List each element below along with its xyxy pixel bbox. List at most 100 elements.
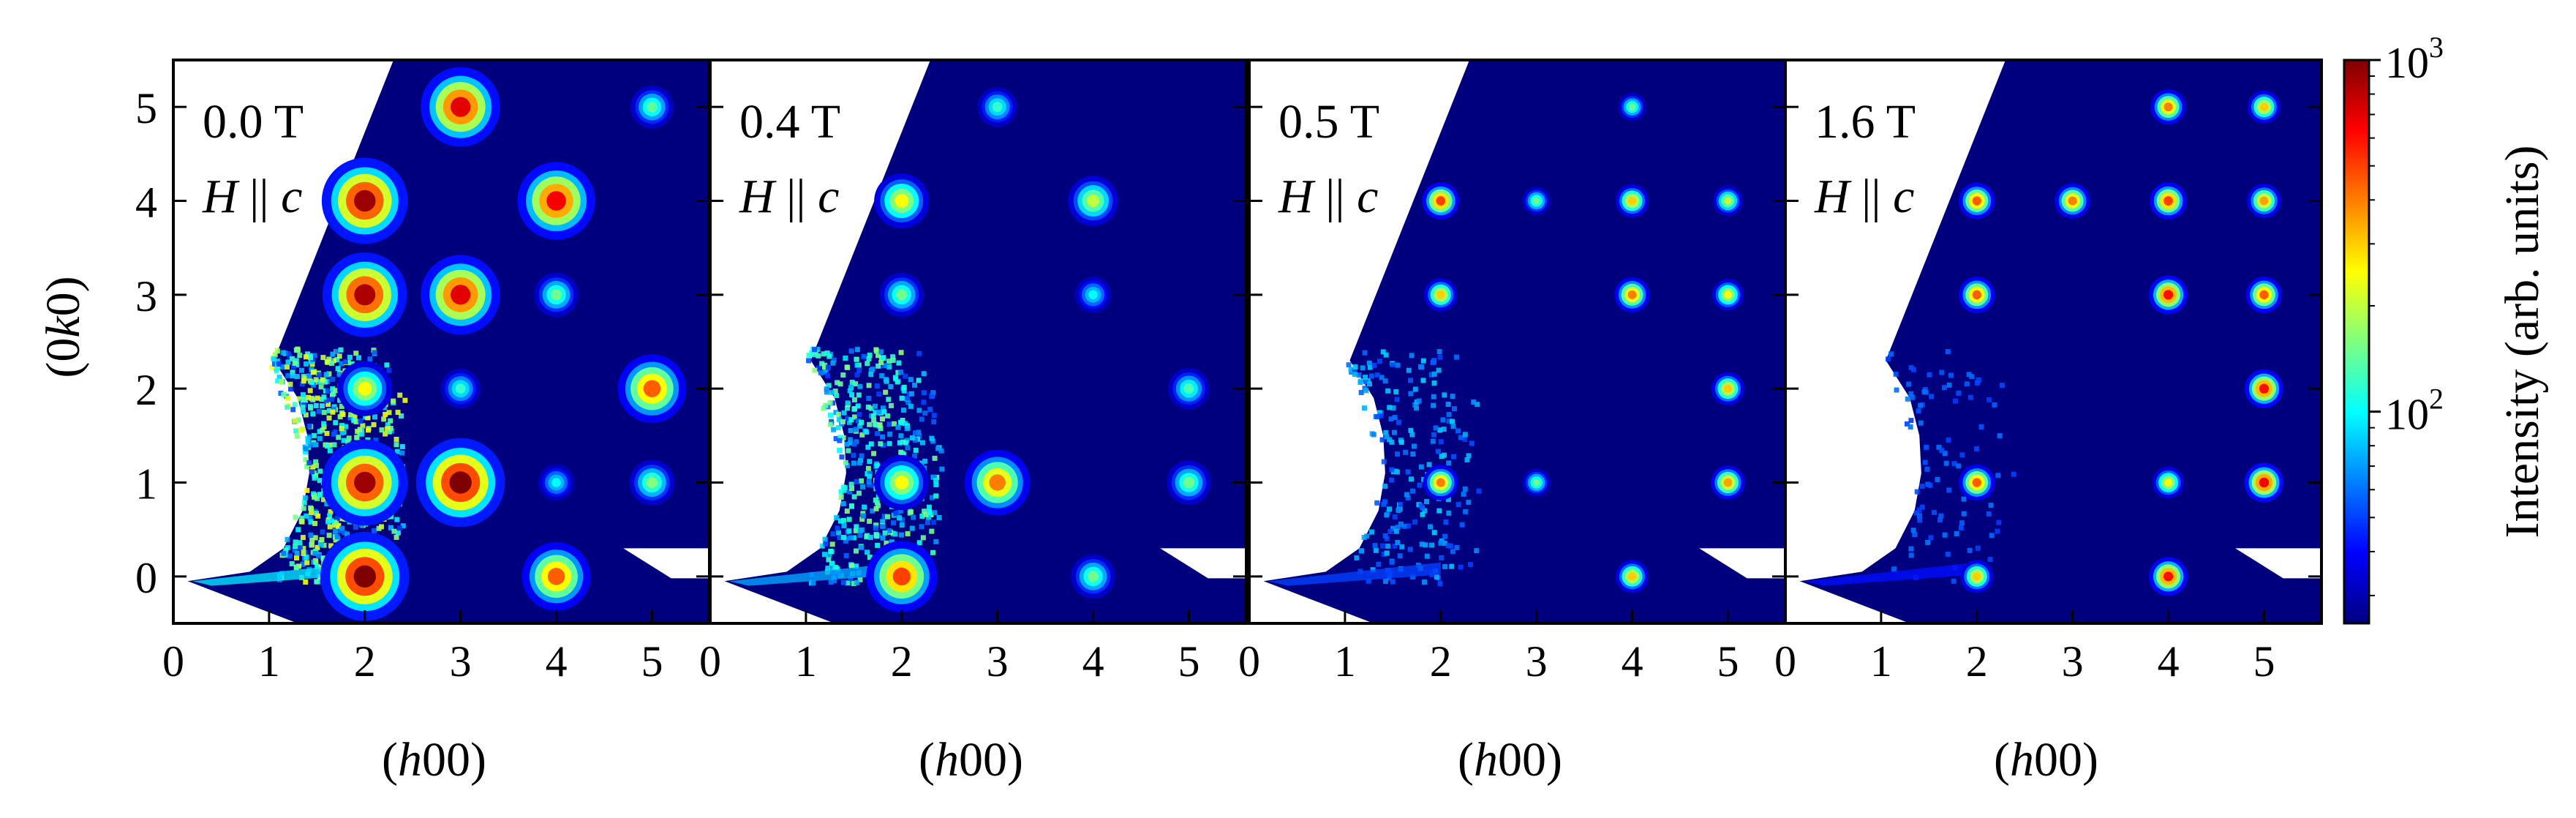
x-axis-title: (h00) bbox=[1994, 733, 2098, 787]
bragg-peak bbox=[2055, 183, 2090, 219]
bragg-peak bbox=[1074, 276, 1112, 313]
bragg-peak bbox=[964, 449, 1031, 516]
x-tick-label: 0 bbox=[162, 637, 184, 686]
x-tick-label: 0 bbox=[1238, 637, 1260, 686]
panel-3: 0 1 2 3 4 5 (h00) 0.5 T H || c bbox=[1238, 59, 1787, 787]
x-tick-label: 2 bbox=[891, 637, 913, 686]
x-tick-label: 3 bbox=[1526, 637, 1548, 686]
x-tick-label: 5 bbox=[1178, 637, 1200, 686]
bragg-peak bbox=[630, 85, 674, 129]
panel-frame bbox=[709, 59, 1248, 625]
bragg-peak bbox=[517, 162, 595, 240]
bragg-peak bbox=[1167, 460, 1211, 505]
x-tick-label: 5 bbox=[2253, 637, 2275, 686]
y-tick-label: 5 bbox=[135, 84, 157, 132]
bragg-peak bbox=[1959, 277, 1995, 313]
bragg-peak bbox=[521, 541, 591, 611]
bragg-peak bbox=[421, 67, 501, 147]
colorbar-tick-label: 102 bbox=[2385, 383, 2444, 439]
bragg-peak bbox=[415, 438, 505, 528]
panel-1: 0 1 2 3 4 5 (h00) 0.0 T H || c bbox=[162, 59, 711, 787]
bragg-peak bbox=[2247, 184, 2281, 218]
bragg-peak bbox=[1711, 279, 1744, 311]
bragg-peak bbox=[2150, 182, 2187, 219]
bragg-peak bbox=[421, 255, 501, 335]
x-tick-label: 1 bbox=[1334, 637, 1356, 686]
y-tick-label: 4 bbox=[135, 179, 157, 227]
x-tick-label: 1 bbox=[795, 637, 817, 686]
y-tick-label: 1 bbox=[135, 460, 157, 509]
x-tick-label: 0 bbox=[1774, 637, 1796, 686]
x-axis-title: (h00) bbox=[1458, 733, 1562, 787]
y-tick-label: 3 bbox=[135, 272, 157, 320]
field-label: 0.4 T bbox=[739, 95, 840, 149]
field-direction-label: H || c bbox=[1814, 170, 1914, 223]
field-label: 0.0 T bbox=[203, 95, 304, 149]
bragg-peak bbox=[1614, 277, 1650, 312]
bragg-peak bbox=[337, 361, 393, 416]
x-tick-label: 1 bbox=[1870, 637, 1892, 686]
bragg-peak bbox=[1068, 176, 1118, 226]
x-tick-label: 3 bbox=[987, 637, 1009, 686]
bragg-peak bbox=[2149, 557, 2188, 596]
bragg-peak bbox=[1618, 93, 1646, 121]
x-tick-label: 5 bbox=[1717, 637, 1739, 686]
bragg-peak bbox=[879, 272, 924, 318]
bragg-peak bbox=[440, 368, 481, 409]
x-tick-label: 4 bbox=[1622, 637, 1643, 686]
bragg-peak bbox=[2245, 369, 2283, 408]
bragg-peak bbox=[2150, 89, 2186, 125]
panel-frame bbox=[1784, 59, 2323, 625]
field-label: 1.6 T bbox=[1815, 95, 1916, 149]
bragg-peak bbox=[538, 464, 575, 501]
bragg-peak bbox=[321, 157, 408, 244]
x-tick-label: 4 bbox=[546, 637, 568, 686]
bragg-peak bbox=[320, 532, 410, 621]
bragg-peak bbox=[2153, 467, 2185, 498]
bragg-peak bbox=[866, 541, 938, 612]
x-axis-title: (h00) bbox=[382, 733, 486, 787]
x-tick-label: 5 bbox=[641, 637, 663, 686]
field-direction-label: H || c bbox=[1278, 170, 1378, 223]
bragg-peak bbox=[1522, 468, 1551, 497]
bragg-peak bbox=[2248, 90, 2281, 124]
x-tick-label: 3 bbox=[450, 637, 472, 686]
bragg-peak bbox=[874, 454, 930, 511]
bragg-peak bbox=[1616, 560, 1649, 593]
bragg-peak bbox=[322, 252, 407, 337]
x-tick-label: 2 bbox=[1430, 637, 1452, 686]
bragg-peak bbox=[321, 439, 408, 526]
bragg-peak bbox=[2244, 462, 2284, 503]
x-tick-label: 4 bbox=[1082, 637, 1104, 686]
colorbar-tick-label: 103 bbox=[2385, 31, 2444, 87]
bragg-peak bbox=[1713, 186, 1743, 216]
field-label: 0.5 T bbox=[1278, 95, 1379, 149]
bragg-peak bbox=[1711, 372, 1744, 405]
x-tick-label: 3 bbox=[2062, 637, 2084, 686]
x-tick-label: 1 bbox=[258, 637, 280, 686]
bragg-peak bbox=[1522, 187, 1551, 215]
panel-4: 0 1 2 3 4 5 (h00) 1.6 T H || c bbox=[1774, 59, 2323, 787]
bragg-peak bbox=[617, 354, 687, 424]
bragg-peak bbox=[1071, 554, 1115, 599]
bragg-peak bbox=[1168, 367, 1210, 410]
bragg-peak bbox=[1959, 182, 1995, 219]
colorbar: 102 103 Intensity (arb. units) bbox=[2343, 31, 2549, 625]
bragg-peak bbox=[874, 173, 930, 229]
bragg-peak bbox=[2149, 275, 2188, 315]
field-direction-label: H || c bbox=[202, 170, 302, 223]
bragg-peak bbox=[1959, 464, 1995, 501]
x-tick-label: 0 bbox=[699, 637, 721, 686]
x-axis-title: (h00) bbox=[919, 733, 1023, 787]
bragg-peak bbox=[534, 272, 579, 318]
bragg-peak bbox=[1422, 182, 1460, 219]
bragg-peak bbox=[1711, 465, 1745, 500]
y-tick-label: 0 bbox=[135, 554, 157, 602]
panel-2: 0 1 2 3 4 5 (h00) 0.4 T H || c bbox=[699, 59, 1248, 787]
x-tick-label: 4 bbox=[2158, 637, 2180, 686]
colorbar-label: Intensity (arb. units) bbox=[2496, 145, 2549, 538]
x-tick-label: 2 bbox=[354, 637, 376, 686]
bragg-peak bbox=[629, 459, 675, 506]
field-direction-label: H || c bbox=[739, 170, 839, 223]
